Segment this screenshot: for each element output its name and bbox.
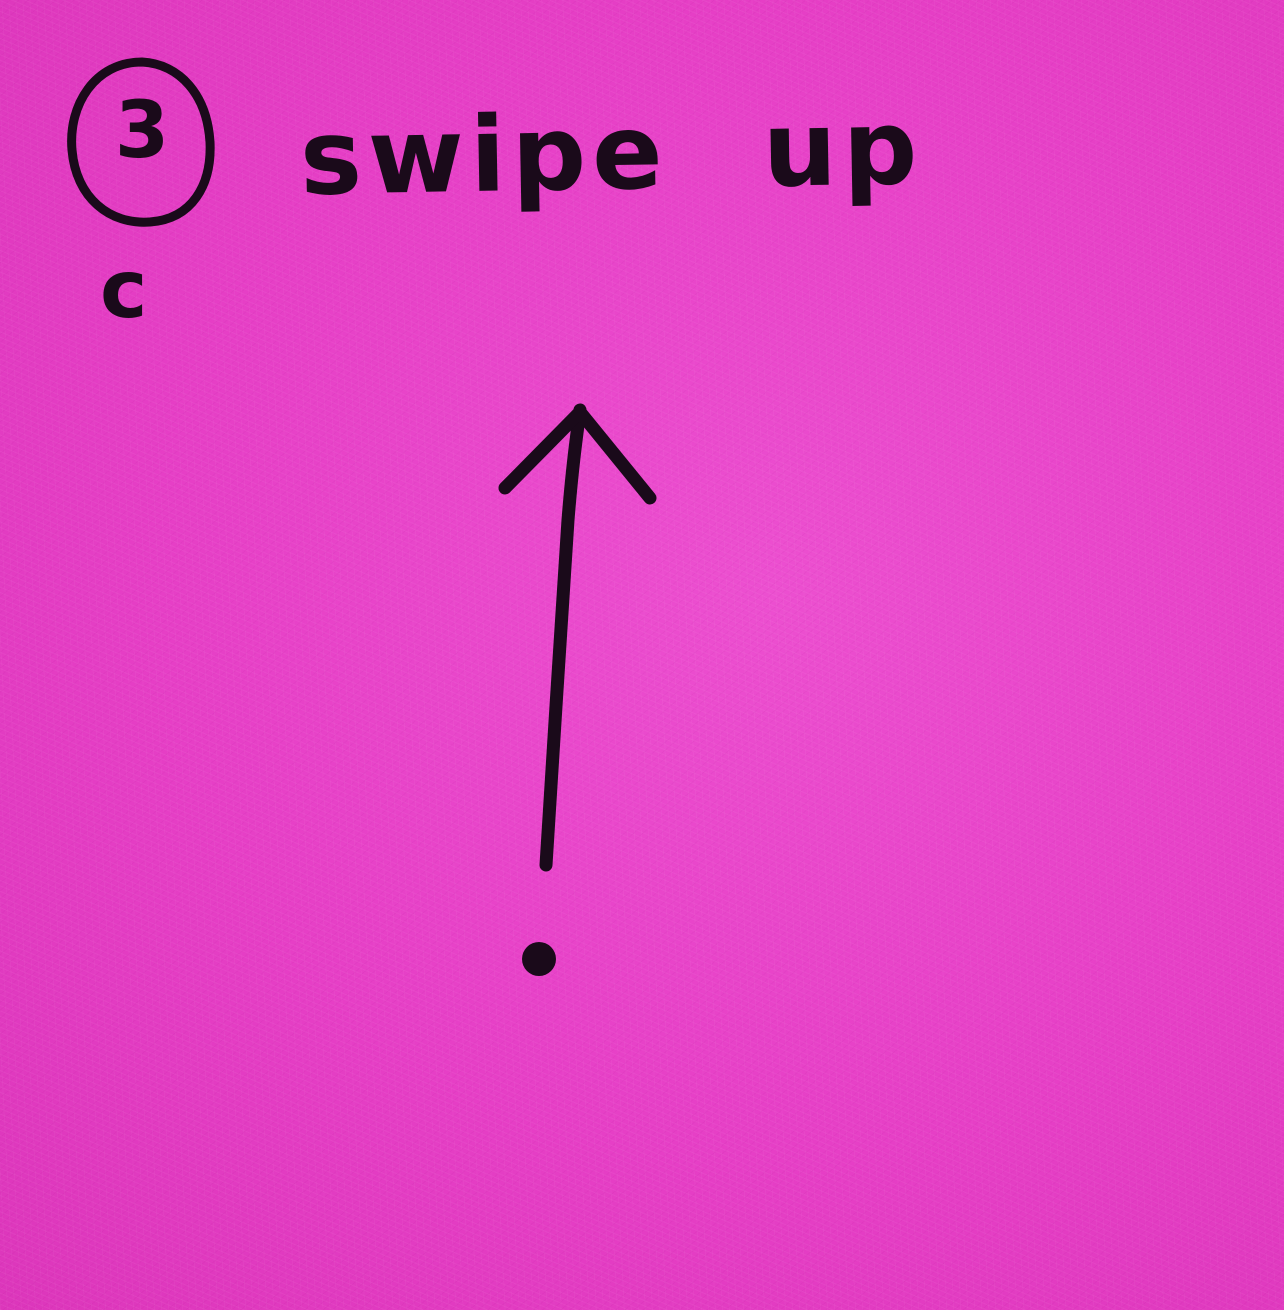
circled-number-icon (67, 57, 215, 227)
arrow-up-icon (498, 403, 657, 872)
instruction-text: swipe up (298, 86, 925, 219)
step-number: 3 (114, 86, 170, 176)
dot-icon (522, 942, 556, 976)
sub-label: c (100, 243, 148, 336)
